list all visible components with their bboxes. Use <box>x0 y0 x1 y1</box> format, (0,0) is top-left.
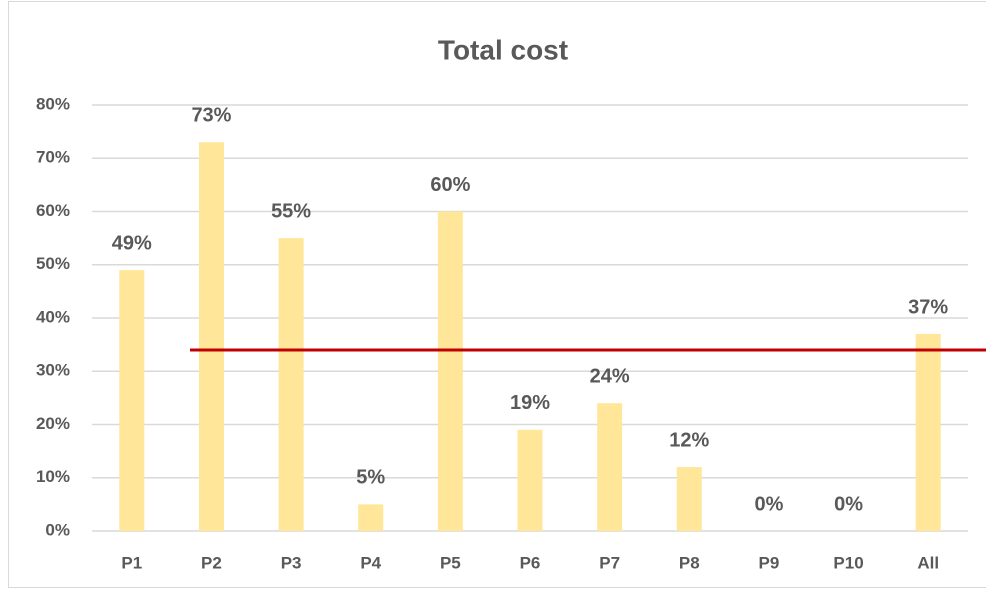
x-tick-label: P4 <box>360 553 381 572</box>
x-tick-label: P2 <box>201 553 222 572</box>
y-tick-label: 50% <box>36 254 70 273</box>
x-tick-label: P9 <box>759 553 780 572</box>
bar <box>597 403 623 531</box>
bar <box>676 467 702 531</box>
x-tick-label: All <box>917 553 939 572</box>
y-tick-label: 0% <box>45 520 70 539</box>
y-tick-label: 70% <box>36 148 70 167</box>
x-tick-label: P6 <box>520 553 541 572</box>
data-label: 0% <box>834 493 863 515</box>
data-label: 49% <box>112 232 152 254</box>
x-tick-label: P1 <box>121 553 142 572</box>
data-label: 60% <box>430 174 470 196</box>
y-tick-label: 40% <box>36 307 70 326</box>
data-label: 12% <box>669 429 709 451</box>
data-label: 37% <box>908 296 948 318</box>
data-label: 24% <box>590 365 630 387</box>
bar <box>358 504 384 531</box>
bar <box>198 142 224 531</box>
y-tick-label: 30% <box>36 361 70 380</box>
y-tick-label: 80% <box>36 94 70 113</box>
bar <box>437 211 463 531</box>
bar <box>915 333 941 531</box>
data-label: 55% <box>271 200 311 222</box>
bar <box>517 429 543 531</box>
chart-border <box>8 1 986 588</box>
x-tick-label: P3 <box>281 553 302 572</box>
y-tick-label: 10% <box>36 467 70 486</box>
bar <box>278 238 304 531</box>
data-label: 73% <box>191 105 231 127</box>
data-label: 19% <box>510 392 550 414</box>
x-tick-label: P10 <box>833 553 863 572</box>
chart-title: Total cost <box>438 34 568 65</box>
x-tick-label: P8 <box>679 553 700 572</box>
x-tick-label: P5 <box>440 553 461 572</box>
bar <box>119 270 145 531</box>
data-label: 5% <box>356 467 385 489</box>
y-tick-label: 60% <box>36 201 70 220</box>
x-tick-label: P7 <box>599 553 620 572</box>
data-label: 0% <box>754 493 783 515</box>
y-tick-label: 20% <box>36 414 70 433</box>
